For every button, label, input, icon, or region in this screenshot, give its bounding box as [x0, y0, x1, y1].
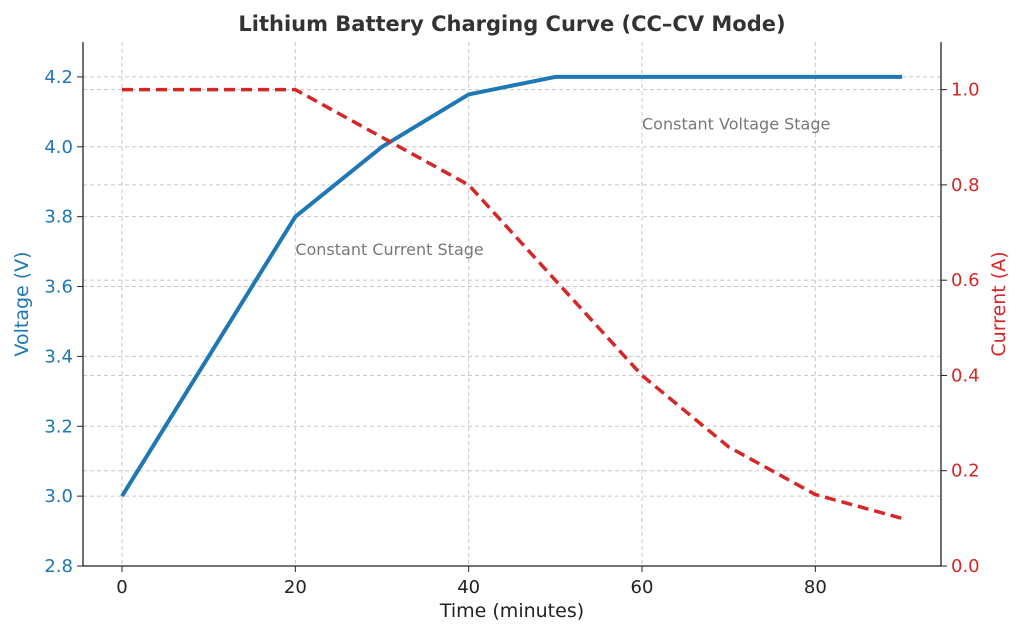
chart-title: Lithium Battery Charging Curve (CC–CV Mo… [238, 12, 785, 36]
y-left-tick-label: 3.2 [44, 416, 73, 437]
current-line [122, 87, 903, 521]
y-left-tick-label: 2.8 [44, 556, 73, 577]
x-tick-label: 20 [284, 577, 307, 598]
y-right-tick-label: 0.2 [951, 461, 980, 482]
y-axis-right-label: Current (A) [988, 251, 1010, 356]
y-left-tick-label: 3.0 [44, 486, 73, 507]
x-tick-label: 40 [457, 577, 480, 598]
stage-annotation: Constant Current Stage [295, 240, 483, 259]
x-tick-label: 0 [116, 577, 127, 598]
stage-annotation: Constant Voltage Stage [642, 114, 830, 133]
y-left-tick-label: 4.0 [44, 137, 73, 158]
y-axis-left-label: Voltage (V) [11, 251, 33, 356]
y-left-tick-label: 3.4 [44, 346, 73, 367]
y-right-tick-label: 1.0 [951, 80, 980, 101]
y-left-tick-label: 3.8 [44, 207, 73, 228]
y-left-tick-label: 4.2 [44, 67, 73, 88]
y-right-tick-label: 0.0 [951, 556, 980, 577]
y-right-tick-label: 0.4 [951, 365, 980, 386]
y-right-tick-label: 0.6 [951, 270, 980, 291]
x-axis-label: Time (minutes) [439, 600, 584, 622]
voltage-line [120, 74, 902, 498]
x-tick-label: 60 [631, 577, 654, 598]
y-left-tick-label: 3.6 [44, 277, 73, 298]
x-tick-label: 80 [804, 577, 827, 598]
y-right-tick-label: 0.8 [951, 175, 980, 196]
